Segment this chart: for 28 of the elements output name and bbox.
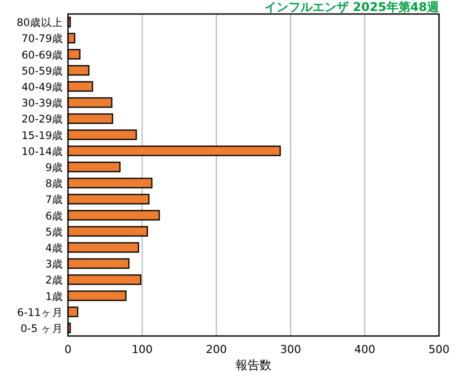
x-axis-title: 報告数 bbox=[236, 358, 272, 372]
y-tick-label: 10-14歳 bbox=[21, 144, 63, 158]
y-tick-label: 70-79歳 bbox=[21, 32, 63, 46]
y-tick-label: 2歳 bbox=[45, 274, 63, 287]
y-tick-label: 1歳 bbox=[45, 290, 63, 303]
y-tick-label: 40-49歳 bbox=[21, 80, 63, 94]
x-tick-label: 400 bbox=[354, 343, 376, 356]
y-tick-label: 8歳 bbox=[45, 177, 63, 190]
y-tick-label: 7歳 bbox=[45, 193, 63, 206]
y-tick-label: 9歳 bbox=[45, 160, 63, 174]
y-tick-label: 30-39歳 bbox=[21, 96, 63, 110]
y-tick-label: 6-11ヶ月 bbox=[17, 306, 63, 319]
y-tick-label: 15-19歳 bbox=[21, 128, 63, 142]
y-tick-label: 50-59歳 bbox=[21, 64, 63, 78]
y-tick-label: 4歳 bbox=[45, 241, 63, 254]
x-tick-label: 300 bbox=[280, 343, 302, 356]
y-tick-label: 5歳 bbox=[45, 225, 63, 238]
y-tick-label: 20-29歳 bbox=[21, 112, 63, 126]
y-tick-label: 80歳以上 bbox=[16, 16, 63, 30]
x-tick-label: 0 bbox=[64, 343, 72, 356]
y-tick-label: 60-69歳 bbox=[21, 48, 63, 62]
y-tick-label: 6歳 bbox=[45, 209, 63, 222]
x-tick-label: 500 bbox=[428, 343, 450, 356]
y-tick-label: 0-5 ヶ月 bbox=[20, 322, 63, 335]
x-tick-label: 200 bbox=[206, 343, 227, 356]
chart-title: インフルエンザ 2025年第48週 bbox=[264, 0, 440, 14]
x-tick-label: 100 bbox=[132, 343, 153, 356]
y-tick-label: 3歳 bbox=[45, 258, 63, 271]
